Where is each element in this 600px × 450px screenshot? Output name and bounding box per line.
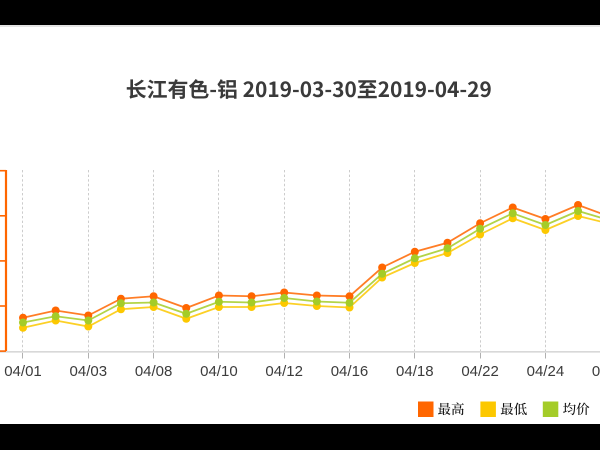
- svg-text:04/12: 04/12: [265, 363, 303, 380]
- svg-text:04/26: 04/26: [592, 363, 600, 380]
- svg-text:04/16: 04/16: [331, 363, 369, 380]
- svg-text:04/01: 04/01: [4, 363, 42, 380]
- svg-text:04/03: 04/03: [70, 363, 108, 380]
- svg-text:04/24: 04/24: [527, 363, 565, 380]
- svg-text:04/10: 04/10: [200, 363, 238, 380]
- svg-text:04/22: 04/22: [461, 363, 499, 380]
- svg-text:04/18: 04/18: [396, 363, 434, 380]
- svg-text:04/08: 04/08: [135, 363, 173, 380]
